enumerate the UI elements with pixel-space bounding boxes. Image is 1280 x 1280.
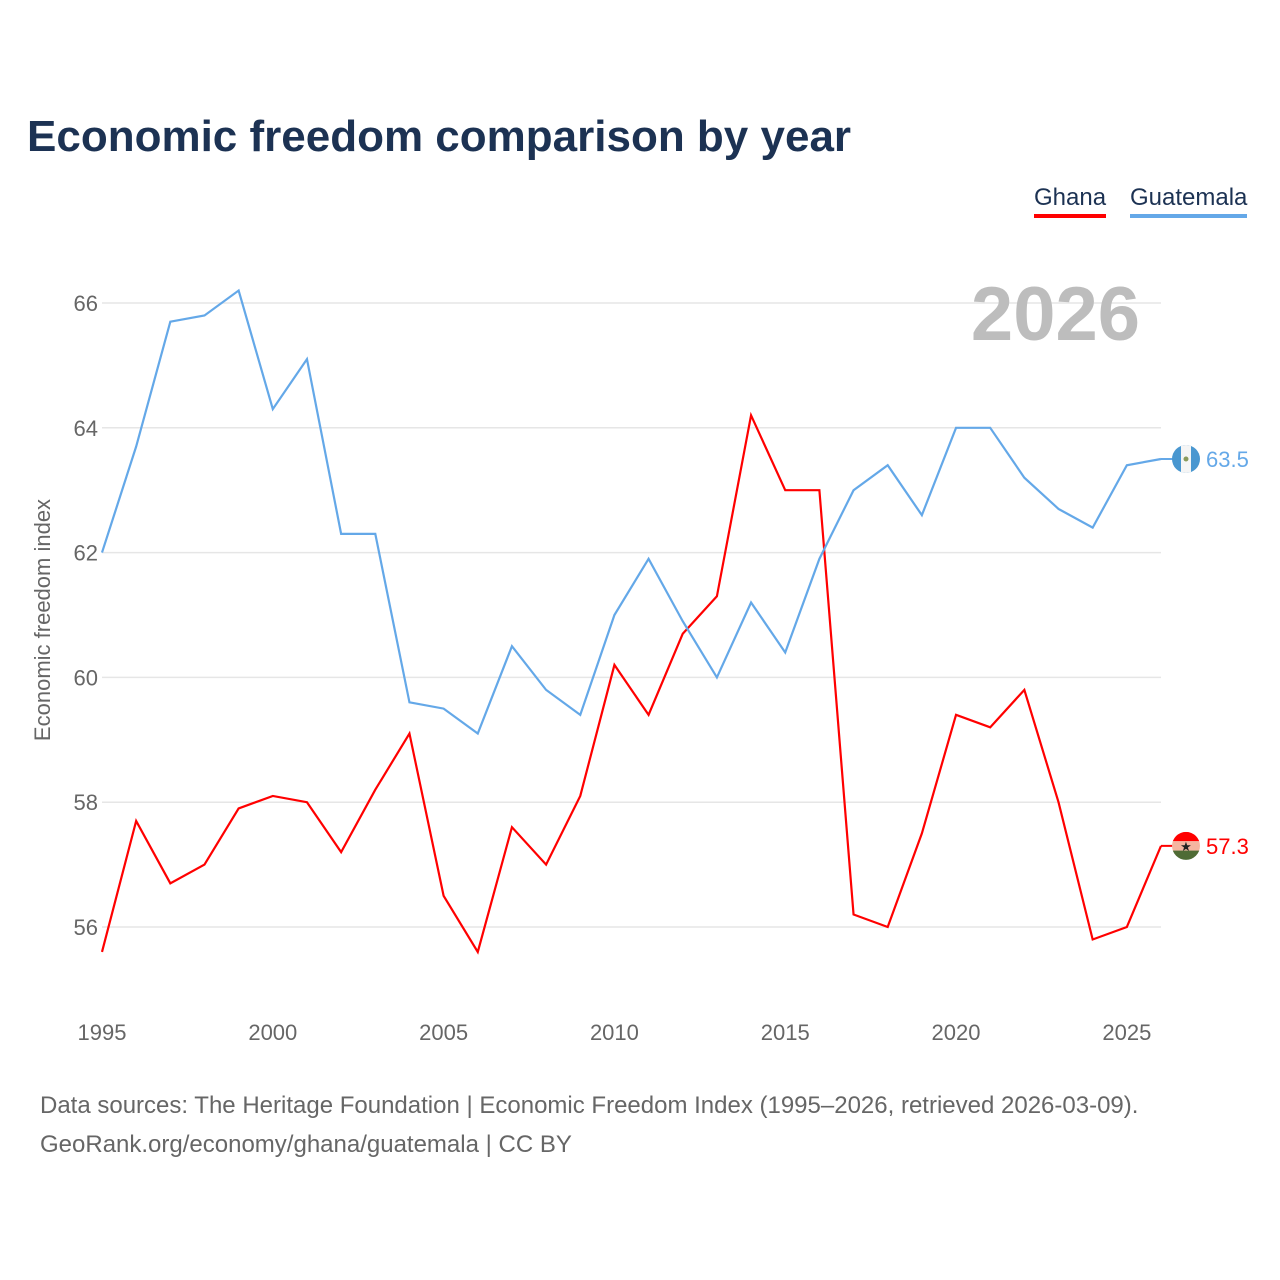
svg-text:★: ★	[1180, 839, 1192, 854]
y-tick-label: 56	[74, 915, 98, 940]
guatemala-flag-icon	[1172, 445, 1200, 473]
y-tick-label: 64	[74, 416, 98, 441]
x-tick-label: 2005	[419, 1020, 468, 1045]
y-tick-label: 62	[74, 541, 98, 566]
source-line-1: Data sources: The Heritage Foundation | …	[40, 1092, 1139, 1119]
y-tick-label: 60	[74, 665, 98, 690]
year-watermark: 2026	[971, 272, 1140, 357]
x-tick-label: 2020	[932, 1020, 981, 1045]
x-tick-label: 2010	[590, 1020, 639, 1045]
series-line-guatemala	[100, 288, 1162, 736]
chart-title: Economic freedom comparison by year	[27, 112, 852, 161]
x-tick-label: 2000	[248, 1020, 297, 1045]
legend-guatemala[interactable]: Guatemala	[1130, 184, 1248, 218]
end-value-label: 57.3	[1206, 834, 1249, 859]
ghana-flag-icon: ★	[1172, 831, 1200, 860]
legend-ghana[interactable]: Ghana	[1034, 184, 1107, 218]
y-tick-label: 66	[74, 291, 98, 316]
x-tick-label: 2025	[1102, 1020, 1151, 1045]
series-line-ghana	[100, 411, 1163, 955]
x-tick-label: 1995	[78, 1020, 127, 1045]
source-note: Data sources: The Heritage Foundation | …	[40, 1086, 1138, 1164]
y-axis-label: Economic freedom index	[30, 499, 55, 741]
end-value-label: 63.5	[1206, 447, 1249, 472]
x-tick-label: 2015	[761, 1020, 810, 1045]
source-line-2[interactable]: GeoRank.org/economy/ghana/guatemala | CC…	[40, 1131, 572, 1158]
y-tick-label: 58	[74, 790, 98, 815]
